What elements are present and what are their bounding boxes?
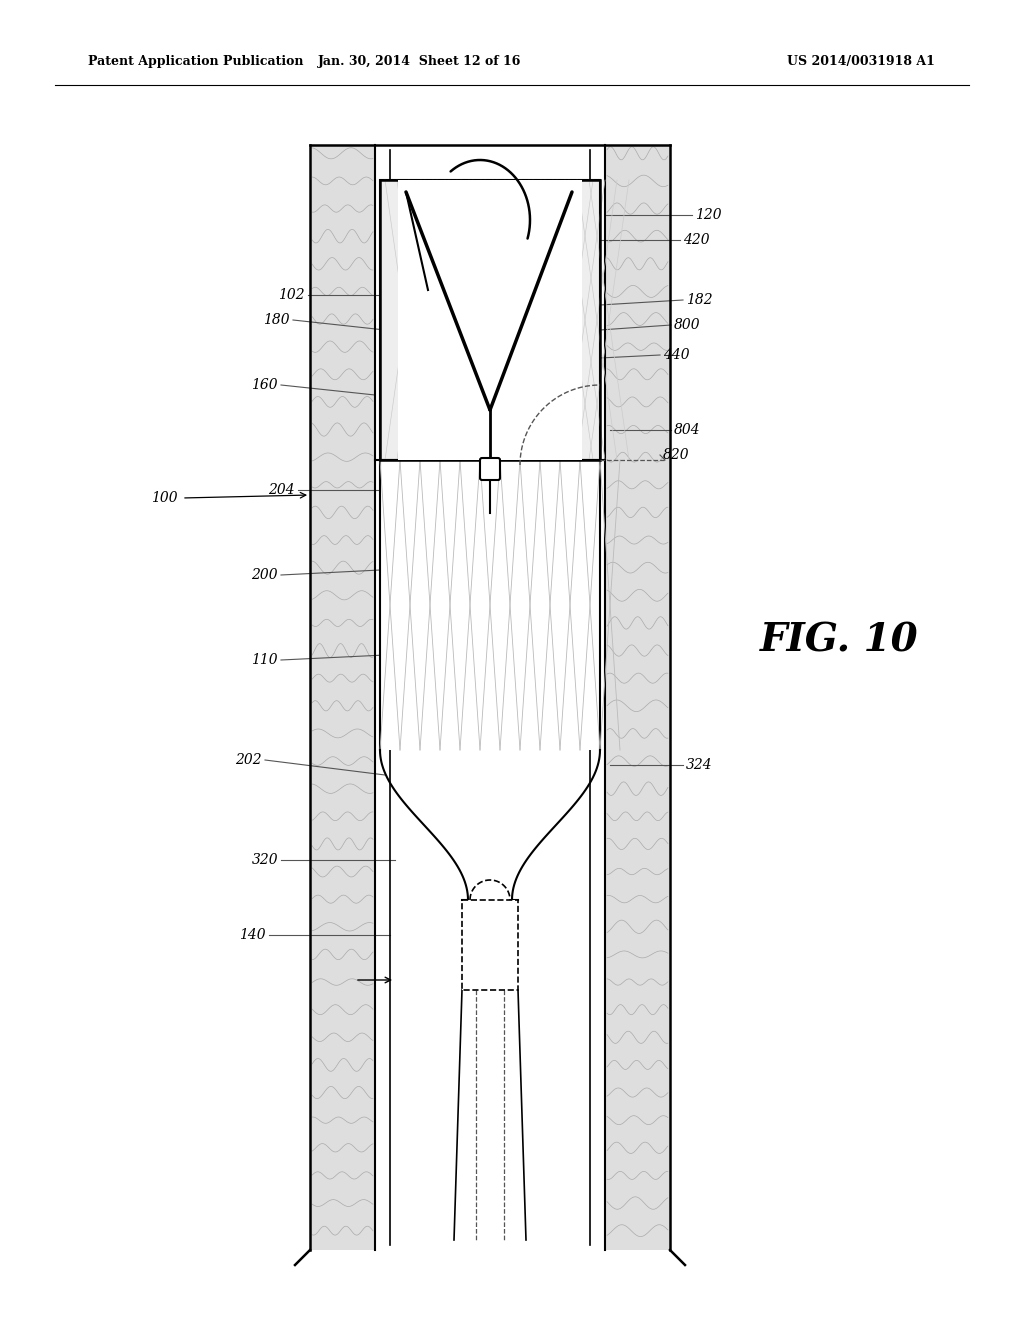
Text: 102: 102 <box>279 288 305 302</box>
Text: 200: 200 <box>251 568 278 582</box>
Text: 420: 420 <box>683 234 710 247</box>
Text: 320: 320 <box>251 853 278 867</box>
Text: Patent Application Publication: Patent Application Publication <box>88 55 303 69</box>
Text: 160: 160 <box>251 378 278 392</box>
Text: 204: 204 <box>268 483 295 498</box>
Text: FIG. 10: FIG. 10 <box>760 620 919 659</box>
Text: 182: 182 <box>686 293 713 308</box>
Text: 140: 140 <box>240 928 266 942</box>
Bar <box>310 145 375 1250</box>
Text: 804: 804 <box>674 422 700 437</box>
Text: Jan. 30, 2014  Sheet 12 of 16: Jan. 30, 2014 Sheet 12 of 16 <box>318 55 521 69</box>
Text: 202: 202 <box>236 752 262 767</box>
Bar <box>380 459 600 750</box>
Bar <box>380 180 600 459</box>
Text: 120: 120 <box>695 209 722 222</box>
Text: 100: 100 <box>152 491 178 506</box>
FancyBboxPatch shape <box>480 458 500 480</box>
Text: 180: 180 <box>263 313 290 327</box>
Bar <box>605 145 670 1250</box>
Text: 820: 820 <box>663 447 689 462</box>
Bar <box>380 180 600 459</box>
Text: 110: 110 <box>251 653 278 667</box>
Bar <box>462 900 518 990</box>
Text: 440: 440 <box>663 348 689 362</box>
Text: US 2014/0031918 A1: US 2014/0031918 A1 <box>787 55 935 69</box>
Text: 324: 324 <box>686 758 713 772</box>
Text: 800: 800 <box>674 318 700 333</box>
Bar <box>398 180 582 459</box>
